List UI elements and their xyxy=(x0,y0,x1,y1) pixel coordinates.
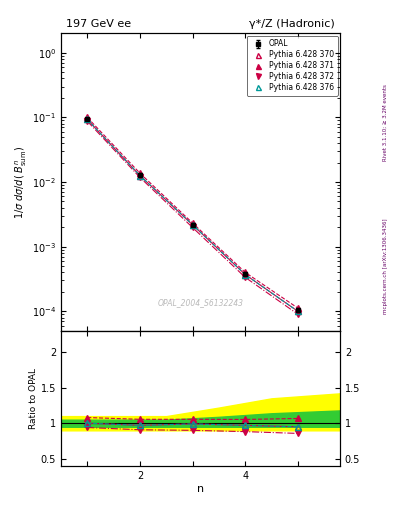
Pythia 6.428 372 xyxy=(190,224,195,230)
Legend: OPAL, Pythia 6.428 370, Pythia 6.428 371, Pythia 6.428 372, Pythia 6.428 376: OPAL, Pythia 6.428 370, Pythia 6.428 371… xyxy=(246,35,338,96)
Pythia 6.428 372 xyxy=(138,174,142,180)
Pythia 6.428 370 xyxy=(138,173,142,179)
Text: OPAL_2004_S6132243: OPAL_2004_S6132243 xyxy=(158,298,243,307)
Pythia 6.428 376 xyxy=(138,173,142,179)
Pythia 6.428 370 xyxy=(296,308,300,314)
Pythia 6.428 371 xyxy=(85,114,90,120)
Pythia 6.428 372 xyxy=(243,274,248,281)
Line: Pythia 6.428 370: Pythia 6.428 370 xyxy=(84,117,301,314)
Text: Rivet 3.1.10; ≥ 3.2M events: Rivet 3.1.10; ≥ 3.2M events xyxy=(383,84,388,161)
Pythia 6.428 372 xyxy=(85,118,90,124)
Line: Pythia 6.428 372: Pythia 6.428 372 xyxy=(84,118,301,317)
Y-axis label: $1/\sigma\;d\sigma/d(\;B^n_{\rm sum})$: $1/\sigma\;d\sigma/d(\;B^n_{\rm sum})$ xyxy=(14,145,29,219)
Text: 197 GeV ee: 197 GeV ee xyxy=(66,19,132,29)
Pythia 6.428 376 xyxy=(190,222,195,228)
Pythia 6.428 372 xyxy=(296,311,300,317)
Pythia 6.428 370 xyxy=(85,116,90,122)
Pythia 6.428 371 xyxy=(138,170,142,176)
Pythia 6.428 371 xyxy=(243,269,248,275)
Text: γ*/Z (Hadronic): γ*/Z (Hadronic) xyxy=(249,19,334,29)
Line: Pythia 6.428 376: Pythia 6.428 376 xyxy=(84,117,301,314)
Pythia 6.428 376 xyxy=(85,116,90,122)
Pythia 6.428 370 xyxy=(243,271,248,278)
Pythia 6.428 370 xyxy=(190,222,195,228)
Pythia 6.428 371 xyxy=(190,220,195,226)
Pythia 6.428 376 xyxy=(296,308,300,314)
Line: Pythia 6.428 371: Pythia 6.428 371 xyxy=(84,115,301,311)
Pythia 6.428 371 xyxy=(296,305,300,311)
Pythia 6.428 376 xyxy=(243,271,248,278)
X-axis label: n: n xyxy=(197,483,204,494)
Text: mcplots.cern.ch [arXiv:1306.3436]: mcplots.cern.ch [arXiv:1306.3436] xyxy=(383,219,388,314)
Y-axis label: Ratio to OPAL: Ratio to OPAL xyxy=(29,368,38,429)
